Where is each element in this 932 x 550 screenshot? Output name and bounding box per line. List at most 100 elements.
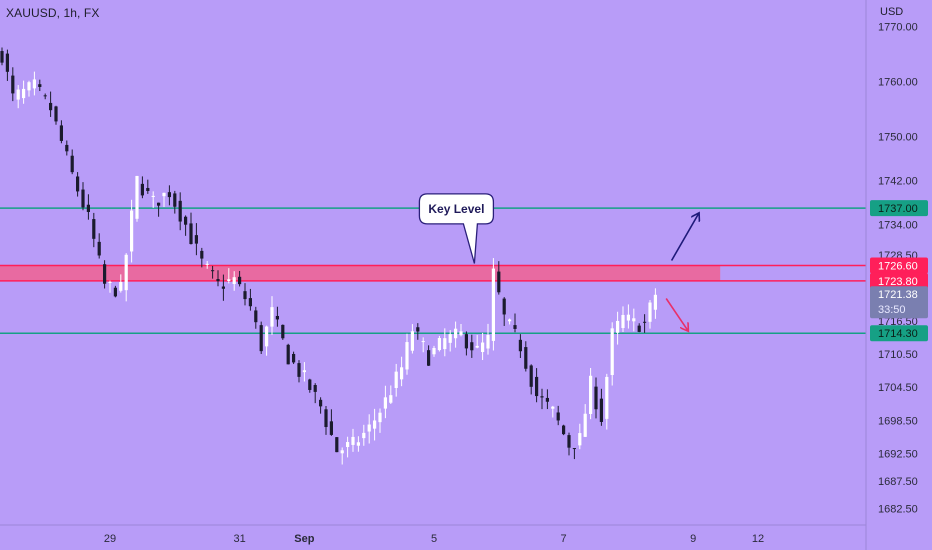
candle xyxy=(27,80,31,97)
candle-body xyxy=(394,371,398,388)
candle xyxy=(383,385,387,419)
candle xyxy=(626,304,630,329)
candle-body xyxy=(637,325,641,332)
candle xyxy=(59,120,63,144)
candle xyxy=(135,175,139,222)
x-tick-label: 5 xyxy=(431,533,437,545)
candle xyxy=(551,405,555,418)
candle-body xyxy=(221,286,225,289)
candle-body xyxy=(373,420,377,429)
candle-body xyxy=(383,397,387,409)
key-level-zone xyxy=(0,265,721,281)
candle xyxy=(610,322,614,386)
candle xyxy=(621,306,625,332)
candle xyxy=(643,314,647,333)
candle xyxy=(518,334,522,359)
candle-body xyxy=(497,271,501,293)
candle xyxy=(162,192,166,208)
candle-body xyxy=(297,363,301,377)
candle-body xyxy=(389,395,393,403)
candle xyxy=(502,297,506,326)
candle xyxy=(86,194,90,220)
candle-body xyxy=(259,325,263,352)
candle-body xyxy=(475,345,479,348)
current-price-label: 1721.38 xyxy=(878,289,918,301)
candle xyxy=(108,280,112,293)
candle xyxy=(378,408,382,433)
candle-body xyxy=(130,210,134,252)
candle xyxy=(362,424,366,446)
candle xyxy=(443,328,447,357)
candle xyxy=(265,325,269,356)
candle xyxy=(578,423,582,450)
tag-zone-bottom: 1723.80 xyxy=(870,272,928,289)
candle-body xyxy=(599,398,603,422)
candle xyxy=(157,202,161,217)
candle-body xyxy=(378,412,382,423)
candle xyxy=(497,261,501,295)
candle-body xyxy=(254,310,258,323)
candle-body xyxy=(313,385,317,392)
candle xyxy=(113,285,117,298)
candle-body xyxy=(286,344,290,365)
tag-upper-support: 1737.00 xyxy=(870,200,928,217)
x-tick-label: 12 xyxy=(752,533,764,545)
candle xyxy=(16,85,20,109)
candle-body xyxy=(194,235,198,244)
candle-body xyxy=(43,95,47,97)
candle xyxy=(535,368,539,403)
candle xyxy=(205,260,209,269)
candle-body xyxy=(448,334,452,343)
candle xyxy=(340,447,344,465)
candle xyxy=(529,364,533,395)
candle-body xyxy=(103,264,107,284)
candle xyxy=(308,378,312,393)
candle-body xyxy=(545,397,549,402)
candle xyxy=(464,331,468,356)
y-tick-label: 1692.50 xyxy=(878,448,918,460)
candle xyxy=(470,334,474,358)
candle-body xyxy=(232,277,236,285)
y-tick-label: 1710.50 xyxy=(878,349,918,361)
candle xyxy=(97,233,101,259)
candle xyxy=(49,91,53,117)
candle-body xyxy=(308,379,312,390)
candle-body xyxy=(443,338,447,350)
candle-body xyxy=(340,450,344,454)
currency-label: USD xyxy=(880,6,904,18)
candle-body xyxy=(346,442,350,448)
candle-body xyxy=(275,315,279,320)
candle xyxy=(351,428,355,452)
svg-text:1723.80: 1723.80 xyxy=(878,276,918,288)
candle-body xyxy=(351,436,355,445)
candle xyxy=(43,93,47,100)
candle xyxy=(189,212,193,245)
candle xyxy=(346,436,350,458)
candle-body xyxy=(319,399,323,407)
candle-body xyxy=(362,432,366,439)
candle xyxy=(410,324,414,354)
candle-body xyxy=(400,367,404,380)
candle xyxy=(653,288,657,319)
candle-body xyxy=(38,84,42,87)
candle-body xyxy=(205,263,209,265)
candle xyxy=(589,367,593,420)
x-tick-label: Sep xyxy=(294,533,314,545)
candle xyxy=(281,324,285,340)
candle xyxy=(394,363,398,397)
candle xyxy=(491,258,495,351)
candle-body xyxy=(22,88,26,99)
candle-body xyxy=(572,448,576,450)
candle-body xyxy=(567,435,571,448)
tag-current-price: 1721.38 33:50 xyxy=(870,286,928,319)
y-tick-label: 1750.00 xyxy=(878,131,918,143)
candle xyxy=(475,334,479,349)
candle-body xyxy=(157,202,161,206)
candle xyxy=(76,172,80,197)
candle-body xyxy=(508,319,512,322)
time-axis: 29 31 Sep 5 7 9 12 xyxy=(0,524,866,545)
candle-body xyxy=(421,341,425,343)
candle xyxy=(513,313,517,333)
